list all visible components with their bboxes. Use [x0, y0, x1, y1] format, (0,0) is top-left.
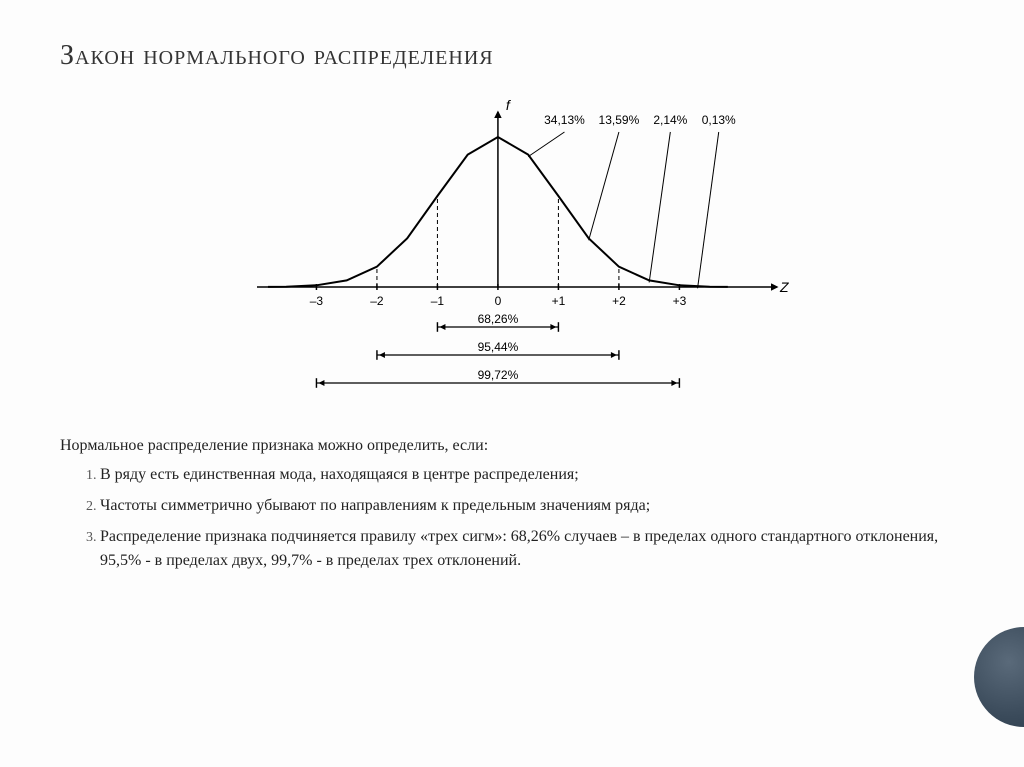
svg-text:–3: –3	[310, 294, 324, 308]
criteria-list: В ряду есть единственная мода, находящая…	[60, 463, 964, 572]
svg-text:+3: +3	[673, 294, 687, 308]
svg-text:99,72%: 99,72%	[478, 368, 519, 382]
svg-text:34,13%: 34,13%	[544, 113, 585, 127]
page-title: Закон нормального распределения	[60, 40, 964, 72]
svg-text:–2: –2	[370, 294, 384, 308]
svg-text:95,44%: 95,44%	[478, 340, 519, 354]
svg-text:+1: +1	[552, 294, 566, 308]
normal-distribution-chart: f Z –3 –2 –1 0 +1 +2 +3 34,13% 13,59% 2,14% 0,13% 68,…	[232, 82, 792, 417]
criteria-item: Распределение признака подчиняется прави…	[100, 525, 964, 571]
intro-text: Нормальное распределение признака можно …	[60, 437, 964, 455]
criteria-item: В ряду есть единственная мода, находящая…	[100, 463, 964, 486]
svg-text:0,13%: 0,13%	[702, 113, 736, 127]
svg-text:f: f	[506, 97, 512, 113]
svg-text:0: 0	[495, 294, 502, 308]
svg-text:+2: +2	[612, 294, 626, 308]
criteria-item: Частоты симметрично убывают по направлен…	[100, 494, 964, 517]
svg-text:Z: Z	[779, 279, 789, 295]
decorative-sphere	[974, 627, 1024, 727]
svg-text:2,14%: 2,14%	[653, 113, 687, 127]
svg-text:–1: –1	[431, 294, 445, 308]
svg-text:68,26%: 68,26%	[478, 312, 519, 326]
svg-text:13,59%: 13,59%	[599, 113, 640, 127]
